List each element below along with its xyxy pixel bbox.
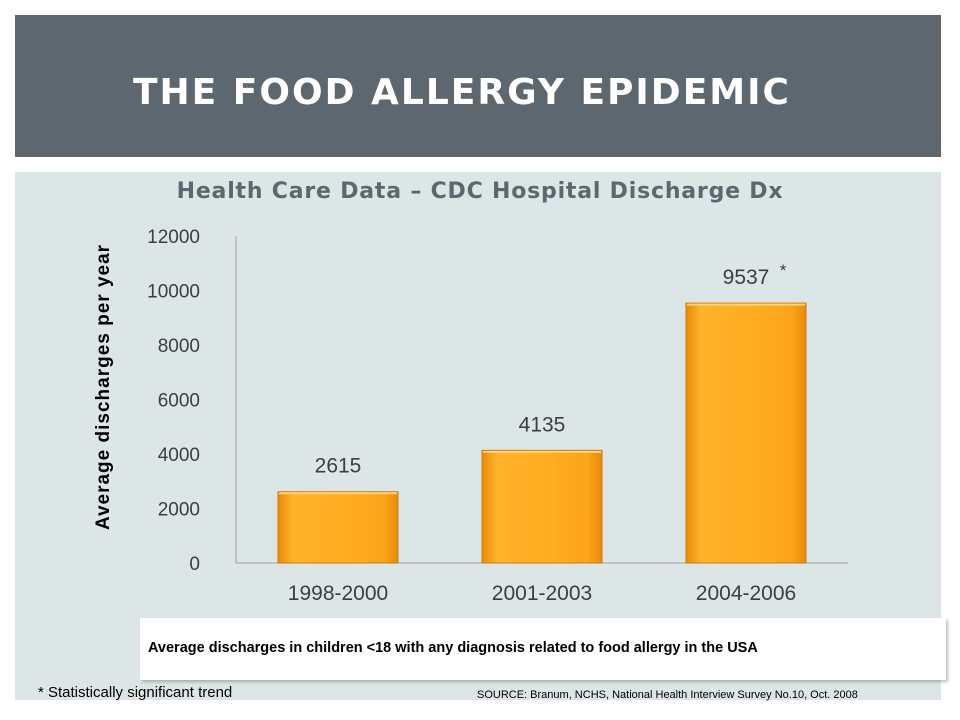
y-tick-label: 4000 <box>158 445 200 466</box>
data-label: 2615 <box>315 455 362 478</box>
chart-title: Health Care Data – CDC Hospital Discharg… <box>176 179 784 204</box>
data-label: 9537 <box>723 266 770 289</box>
slide-title: THE FOOD ALLERGY EPIDEMIC <box>133 72 791 113</box>
x-tick-label: 1998-2000 <box>288 582 388 605</box>
y-tick-label: 2000 <box>158 500 200 521</box>
source-citation: SOURCE: Branum, NCHS, National Health In… <box>477 689 858 701</box>
title-bar <box>15 15 941 157</box>
y-tick-label: 8000 <box>158 336 200 357</box>
bar <box>277 491 399 564</box>
y-tick-label: 0 <box>189 554 200 575</box>
footnote: * Statistically significant trend <box>38 684 233 701</box>
y-axis-label: Average discharges per year <box>93 243 114 531</box>
data-label: 4135 <box>519 413 566 436</box>
x-tick-label: 2001-2003 <box>492 582 592 605</box>
y-tick-label: 6000 <box>158 391 200 412</box>
bar <box>685 302 807 564</box>
y-tick-label: 10000 <box>147 282 200 303</box>
caption-box: Average discharges in children <18 with … <box>140 618 946 680</box>
y-tick-label: 12000 <box>147 227 200 248</box>
bar <box>481 449 603 564</box>
significance-asterisk: * <box>780 261 787 280</box>
x-tick-label: 2004-2006 <box>696 582 796 605</box>
chart-caption: Average discharges in children <18 with … <box>148 640 758 656</box>
